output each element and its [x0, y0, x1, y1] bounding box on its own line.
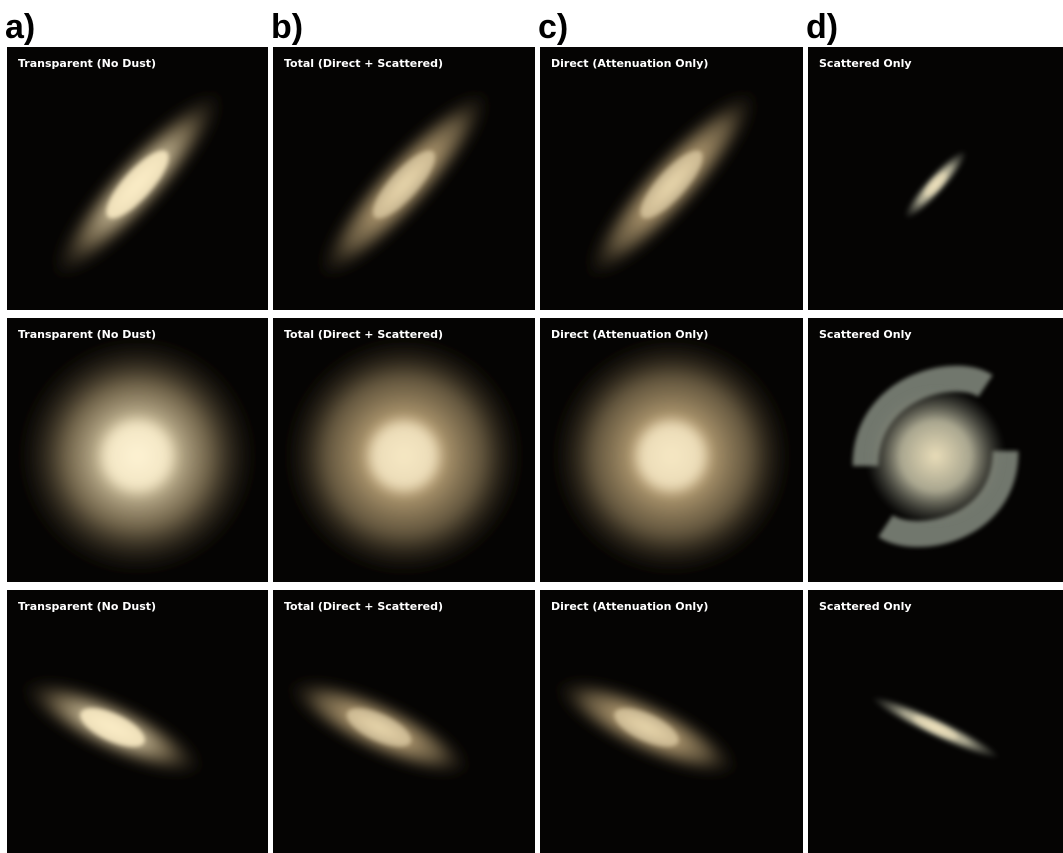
panel: Total (Direct + Scattered) [273, 318, 535, 582]
panel-title: Transparent (No Dust) [18, 328, 156, 341]
panel: Total (Direct + Scattered) [273, 590, 535, 853]
panel: Transparent (No Dust) [7, 318, 268, 582]
galaxy-core [103, 421, 173, 491]
panel-title: Direct (Attenuation Only) [551, 57, 708, 70]
column-label: c) [538, 8, 568, 46]
galaxy-core [369, 421, 439, 491]
panel-title: Total (Direct + Scattered) [284, 328, 443, 341]
panel-title: Direct (Attenuation Only) [551, 600, 708, 613]
panel-title: Scattered Only [819, 600, 912, 613]
panel: Transparent (No Dust) [7, 590, 268, 853]
galaxy-core [637, 421, 707, 491]
panel: Total (Direct + Scattered) [273, 47, 535, 310]
panel-title: Direct (Attenuation Only) [551, 328, 708, 341]
panel: Scattered Only [808, 318, 1063, 582]
panel: Scattered Only [808, 590, 1063, 853]
panel: Direct (Attenuation Only) [540, 47, 803, 310]
panel-title: Transparent (No Dust) [18, 57, 156, 70]
galaxy-body [866, 386, 1006, 526]
panel: Transparent (No Dust) [7, 47, 268, 310]
panel-title: Total (Direct + Scattered) [284, 600, 443, 613]
panel: Direct (Attenuation Only) [540, 590, 803, 853]
column-label: b) [271, 8, 303, 46]
panel: Scattered Only [808, 47, 1063, 310]
panel-title: Scattered Only [819, 57, 912, 70]
panel-title: Transparent (No Dust) [18, 600, 156, 613]
column-label: a) [5, 8, 35, 46]
figure: a) b) c) d) Transparent (No Dust) Total (Dire… [0, 0, 1063, 853]
column-label: d) [806, 8, 838, 46]
panel: Direct (Attenuation Only) [540, 318, 803, 582]
panel-title: Total (Direct + Scattered) [284, 57, 443, 70]
panel-title: Scattered Only [819, 328, 912, 341]
